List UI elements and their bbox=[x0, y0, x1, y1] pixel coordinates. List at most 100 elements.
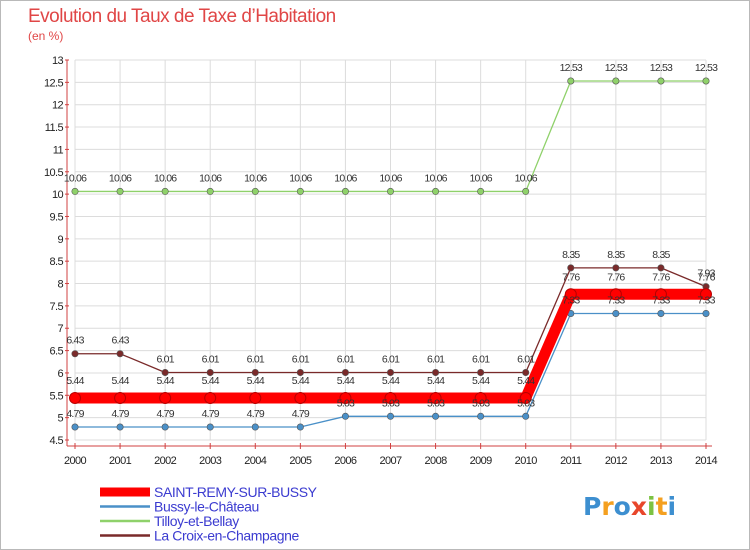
data-point bbox=[161, 368, 169, 376]
data-point bbox=[114, 391, 127, 404]
data-label: 10.06 bbox=[379, 172, 402, 184]
data-point bbox=[341, 412, 349, 420]
data-point bbox=[71, 187, 79, 195]
x-tick-label: 2004 bbox=[244, 455, 267, 467]
data-label: 6.01 bbox=[157, 353, 175, 365]
data-label: 6.01 bbox=[247, 353, 265, 365]
data-point bbox=[249, 391, 262, 404]
y-tick-label: 9.5 bbox=[50, 211, 64, 223]
data-label: 5.44 bbox=[337, 375, 355, 387]
data-point bbox=[206, 423, 214, 431]
data-point bbox=[386, 412, 394, 420]
data-label: 12.53 bbox=[560, 62, 583, 74]
x-tick-label: 2000 bbox=[64, 455, 87, 467]
data-label: 6.01 bbox=[337, 353, 355, 365]
data-label: 8.35 bbox=[652, 249, 670, 261]
data-label: 12.53 bbox=[650, 62, 673, 74]
legend-label: La Croix-en-Champagne bbox=[154, 528, 300, 544]
chart-title: Evolution du Taux de Taxe d’Habitation bbox=[28, 6, 336, 27]
data-point bbox=[341, 187, 349, 195]
data-label: 5.44 bbox=[247, 375, 265, 387]
data-point bbox=[251, 368, 259, 376]
data-point bbox=[432, 412, 440, 420]
data-point bbox=[341, 368, 349, 376]
data-point bbox=[477, 368, 485, 376]
data-point bbox=[522, 187, 530, 195]
data-label: 5.03 bbox=[517, 397, 535, 409]
y-tick-label: 11.5 bbox=[45, 122, 64, 134]
chart-subtitle: (en %) bbox=[28, 29, 64, 43]
data-point bbox=[71, 423, 79, 431]
data-label: 7.33 bbox=[652, 294, 670, 306]
data-label: 7.76 bbox=[562, 271, 580, 283]
proxiti-logo: Proxiti bbox=[583, 492, 676, 521]
data-point bbox=[432, 368, 440, 376]
data-label: 12.53 bbox=[605, 62, 628, 74]
data-label: 4.79 bbox=[157, 408, 175, 420]
data-point bbox=[386, 187, 394, 195]
data-point bbox=[251, 423, 259, 431]
y-tick-label: 4.5 bbox=[50, 435, 64, 447]
data-label: 6.01 bbox=[427, 353, 445, 365]
data-point bbox=[296, 423, 304, 431]
legend: SAINT-REMY-SUR-BUSSYBussy-le-ChâteauTill… bbox=[100, 484, 318, 544]
data-point bbox=[432, 187, 440, 195]
data-point bbox=[474, 391, 487, 404]
legend-label: Tilloy-et-Bellay bbox=[154, 513, 239, 529]
data-label: 5.44 bbox=[111, 375, 129, 387]
data-label: 7.76 bbox=[652, 271, 670, 283]
data-point bbox=[567, 264, 575, 272]
data-label: 10.06 bbox=[424, 172, 447, 184]
data-point bbox=[477, 187, 485, 195]
data-point bbox=[294, 391, 307, 404]
y-tick-label: 9 bbox=[57, 234, 63, 246]
data-label: 6.01 bbox=[382, 353, 400, 365]
data-point bbox=[654, 288, 667, 301]
data-point bbox=[657, 309, 665, 317]
data-label: 4.79 bbox=[202, 408, 220, 420]
data-label: 10.06 bbox=[289, 172, 312, 184]
y-tick-label: 11 bbox=[53, 144, 64, 156]
y-tick-label: 10 bbox=[52, 189, 64, 201]
data-label: 10.06 bbox=[244, 172, 267, 184]
x-tick-label: 2014 bbox=[695, 455, 718, 467]
data-label: 7.33 bbox=[607, 294, 625, 306]
legend-label: SAINT-REMY-SUR-BUSSY bbox=[154, 484, 318, 500]
data-label: 10.06 bbox=[470, 172, 493, 184]
data-point bbox=[204, 391, 217, 404]
data-label: 5.44 bbox=[292, 375, 310, 387]
data-label: 4.79 bbox=[292, 408, 310, 420]
data-label: 5.03 bbox=[427, 397, 445, 409]
x-tick-label: 2003 bbox=[199, 455, 222, 467]
data-label: 10.06 bbox=[334, 172, 357, 184]
data-label: 5.44 bbox=[202, 375, 220, 387]
data-label: 6.01 bbox=[202, 353, 220, 365]
data-label: 10.06 bbox=[109, 172, 132, 184]
data-label: 8.35 bbox=[562, 249, 580, 261]
y-tick-label: 6 bbox=[57, 368, 63, 380]
data-label: 7.76 bbox=[607, 271, 625, 283]
data-label: 5.44 bbox=[157, 375, 175, 387]
data-label: 5.44 bbox=[472, 375, 490, 387]
y-tick-label: 6.5 bbox=[50, 346, 64, 358]
data-label: 10.06 bbox=[515, 172, 538, 184]
data-point bbox=[116, 350, 124, 358]
data-point bbox=[159, 391, 172, 404]
data-label: 5.44 bbox=[382, 375, 400, 387]
data-point bbox=[71, 350, 79, 358]
data-label: 7.33 bbox=[697, 294, 715, 306]
data-point bbox=[161, 423, 169, 431]
data-label: 5.03 bbox=[472, 397, 490, 409]
y-tick-label: 8.5 bbox=[50, 256, 64, 268]
data-point bbox=[206, 187, 214, 195]
data-label: 10.06 bbox=[199, 172, 222, 184]
data-point bbox=[564, 288, 577, 301]
data-point bbox=[384, 391, 397, 404]
data-point bbox=[206, 368, 214, 376]
x-tick-label: 2010 bbox=[515, 455, 538, 467]
x-tick-label: 2005 bbox=[289, 455, 312, 467]
data-point bbox=[609, 288, 622, 301]
data-label: 12.53 bbox=[695, 62, 718, 74]
data-point bbox=[657, 77, 665, 85]
